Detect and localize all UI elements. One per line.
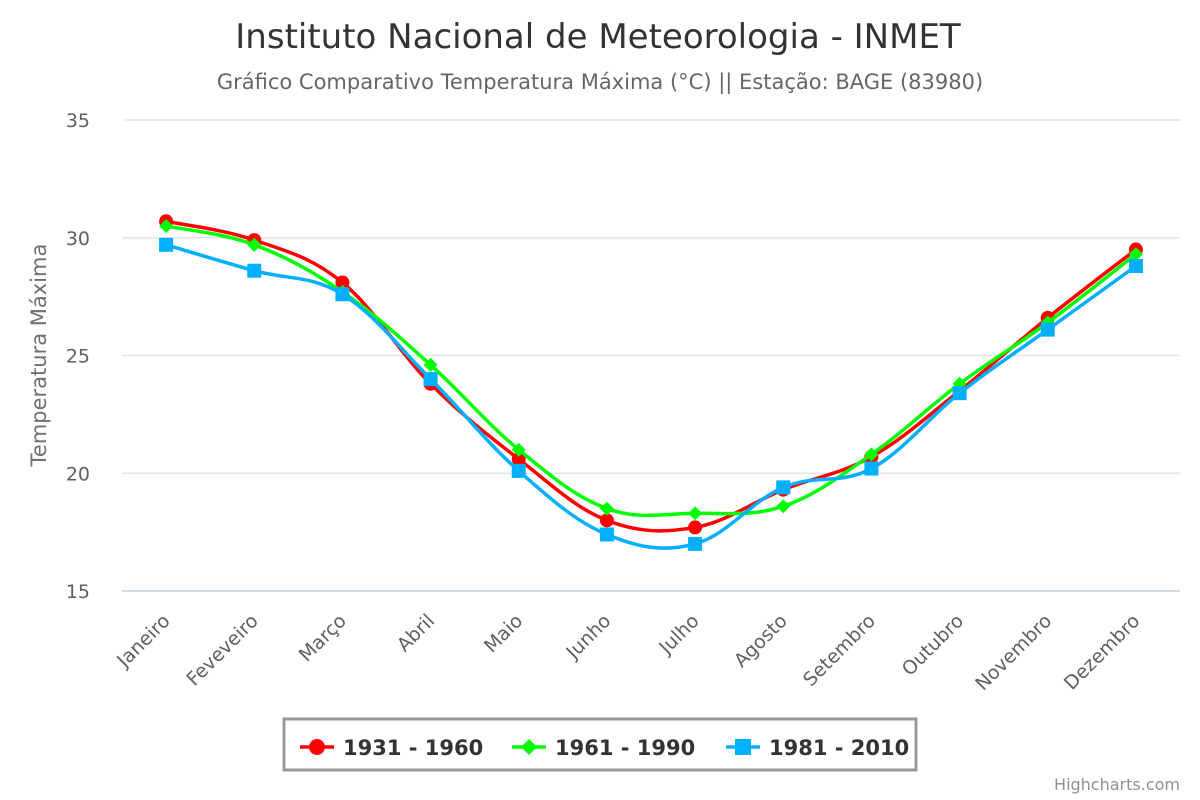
legend-symbol (309, 739, 325, 755)
series-group (159, 214, 1143, 551)
y-axis-title: Temperatura Máxima (27, 244, 51, 468)
x-tick-label: Agosto (730, 610, 792, 672)
data-point[interactable] (776, 480, 791, 495)
y-tick-label: 20 (66, 463, 90, 485)
x-tick-label: Setembro (799, 610, 880, 691)
data-point[interactable] (776, 499, 791, 514)
data-point[interactable] (159, 237, 174, 252)
data-point[interactable] (599, 527, 614, 542)
data-point[interactable] (423, 372, 438, 387)
data-point[interactable] (1128, 259, 1143, 274)
y-axis-ticks: 15 20 25 30 35 (66, 110, 90, 603)
legend-symbol (735, 739, 751, 755)
x-tick-label: Abril (393, 610, 439, 656)
x-tick-label: Julho (654, 610, 703, 659)
chart-title: Instituto Nacional de Meteorologia - INM… (235, 17, 961, 57)
x-tick-label: Feveveiro (182, 610, 262, 690)
chart-subtitle: Gráfico Comparativo Temperatura Máxima (… (217, 70, 983, 95)
data-point[interactable] (952, 386, 967, 401)
data-point[interactable] (599, 513, 614, 528)
y-tick-label: 25 (66, 346, 90, 368)
x-tick-label: Maio (480, 610, 527, 657)
series-line[interactable] (164, 243, 1138, 550)
data-point[interactable] (423, 357, 438, 372)
y-tick-label: 35 (66, 110, 90, 132)
legend-label: 1961 - 1990 (555, 736, 695, 760)
legend-label: 1981 - 2010 (769, 736, 909, 760)
data-point[interactable] (247, 263, 262, 278)
data-point[interactable] (688, 506, 703, 521)
legend-label: 1931 - 1960 (343, 736, 483, 760)
series-2 (159, 218, 1143, 521)
data-point[interactable] (688, 520, 703, 535)
legend-item[interactable]: 1931 - 1960 (300, 736, 483, 760)
data-point[interactable] (511, 463, 526, 478)
x-tick-label: Novembro (971, 610, 1056, 695)
data-point[interactable] (511, 442, 526, 457)
x-axis-ticks: Janeiro Feveveiro Março Abril Maio Junho Julho… (112, 610, 1144, 695)
legend: 1931 - 1960 1961 - 1990 1981 - 2010 (282, 717, 918, 772)
data-point[interactable] (511, 452, 526, 467)
legend-item[interactable]: 1961 - 1990 (512, 736, 695, 760)
data-point[interactable] (247, 237, 262, 252)
x-tick-label: Março (295, 610, 351, 666)
data-point[interactable] (688, 536, 703, 551)
data-point[interactable] (335, 287, 350, 302)
credits-link[interactable]: Highcharts.com (1054, 775, 1180, 794)
y-tick-label: 15 (66, 581, 90, 603)
data-point[interactable] (864, 447, 879, 462)
data-point[interactable] (159, 218, 174, 233)
x-tick-label: Dezembro (1060, 610, 1145, 695)
grid-lines (122, 119, 1180, 592)
legend-symbol (521, 739, 537, 755)
data-point[interactable] (335, 275, 350, 290)
x-tick-label: Outubro (898, 610, 968, 680)
series-3 (159, 237, 1143, 551)
x-tick-label: Janeiro (112, 610, 174, 672)
data-point[interactable] (1040, 322, 1055, 337)
data-point[interactable] (864, 461, 879, 476)
legend-item[interactable]: 1981 - 2010 (726, 736, 909, 760)
series-line[interactable] (164, 219, 1138, 533)
data-point[interactable] (1128, 247, 1143, 262)
data-point[interactable] (599, 501, 614, 516)
series-1 (159, 214, 1143, 535)
legend-box (282, 717, 918, 772)
y-tick-label: 30 (66, 228, 90, 250)
x-tick-label: Junho (561, 610, 615, 664)
